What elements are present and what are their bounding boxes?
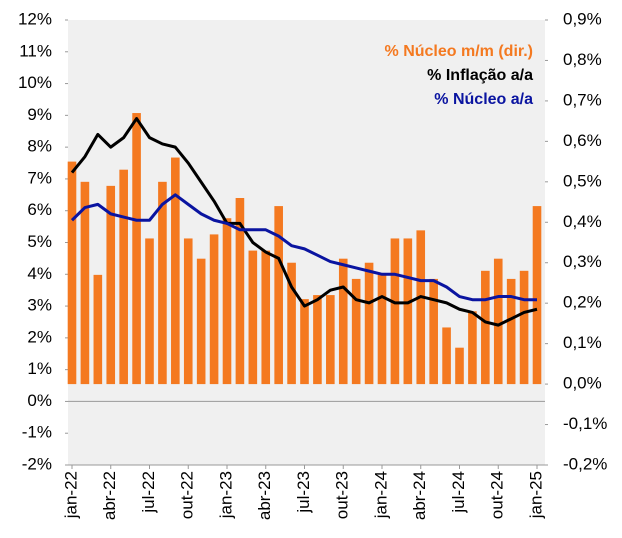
y2-tick-label: 0,1% (563, 333, 602, 352)
x-tick-label: out-24 (488, 471, 507, 519)
bar (183, 238, 193, 385)
bar (248, 250, 258, 385)
bar (326, 295, 335, 385)
y-tick-label: 6% (27, 200, 52, 219)
bar (67, 161, 77, 385)
legend-entry: % Inflação a/a (427, 67, 533, 84)
y-tick-label: 8% (27, 137, 52, 156)
bar (532, 206, 542, 385)
y-tick-label: 11% (19, 41, 52, 60)
bar (261, 250, 271, 385)
x-tick-label: abr-24 (410, 471, 429, 520)
bar (416, 230, 426, 385)
y-tick-label: 1% (27, 359, 52, 378)
bar (209, 234, 219, 385)
x-tick-label: jul-22 (139, 471, 158, 514)
y2-tick-label: 0,3% (563, 252, 602, 271)
bar (300, 299, 309, 385)
y-tick-label: 2% (27, 327, 52, 346)
bar (481, 270, 490, 385)
bar (455, 347, 464, 385)
bar (313, 295, 322, 385)
x-tick-label: jul-24 (449, 471, 468, 514)
y-tick-label: 4% (27, 264, 52, 283)
bar (390, 238, 400, 385)
line (70, 193, 537, 302)
bar (171, 157, 180, 385)
legend-entry: % Núcleo m/m (dir.) (385, 43, 533, 60)
bar (119, 169, 128, 385)
x-tick-label: jan-24 (371, 471, 390, 519)
x-tick-label: jan-22 (61, 471, 80, 519)
bar (274, 206, 283, 385)
bar (403, 238, 413, 385)
y-tick-label: -2% (22, 454, 52, 473)
bar (377, 274, 387, 385)
bar (338, 258, 348, 385)
bar (429, 278, 438, 385)
x-tick-label: out-23 (333, 471, 352, 519)
bar (493, 258, 503, 385)
y-tick-label: 10% (18, 73, 52, 92)
y2-tick-label: 0,8% (563, 50, 602, 69)
y2-tick-label: 0,4% (563, 212, 602, 231)
y-tick-label: 3% (27, 296, 52, 315)
x-tick-label: jul-23 (294, 471, 313, 514)
x-tick-label: out-22 (178, 471, 197, 519)
legend-entry: % Núcleo a/a (434, 91, 533, 108)
bar (506, 278, 516, 385)
y-tick-label: 0% (27, 391, 52, 410)
bar (80, 181, 90, 385)
bar (93, 274, 103, 385)
bar (235, 198, 245, 385)
y2-tick-label: 0,5% (563, 171, 602, 190)
y2-tick-label: 0,7% (563, 90, 602, 109)
bar (364, 262, 374, 385)
y-tick-label: 9% (27, 105, 52, 124)
line (70, 117, 538, 327)
bar (106, 185, 116, 385)
y2-tick-label: 0,2% (563, 293, 602, 312)
bar (351, 278, 361, 385)
x-tick-label: abr-22 (100, 471, 119, 520)
y2-tick-label: 0,9% (563, 9, 602, 28)
x-tick-label: jan-25 (526, 471, 545, 519)
bar (287, 262, 296, 385)
bar (145, 238, 154, 385)
y2-tick-label: -0,2% (563, 454, 607, 473)
bar (132, 113, 141, 385)
x-tick-label: abr-23 (255, 471, 274, 520)
bar (442, 327, 451, 385)
y2-tick-label: 0,0% (563, 374, 602, 393)
y-tick-label: 5% (27, 232, 52, 251)
y2-tick-label: 0,6% (563, 131, 602, 150)
y2-tick-label: -0,1% (563, 414, 607, 433)
y-tick-label: 12% (18, 9, 52, 28)
y-tick-label: -1% (22, 423, 52, 442)
y-tick-label: 7% (27, 168, 52, 187)
bar (468, 311, 477, 385)
x-tick-label: jan-23 (216, 471, 235, 519)
bar (158, 181, 167, 385)
bar (222, 218, 232, 385)
bar (196, 258, 206, 385)
bar (519, 270, 529, 385)
